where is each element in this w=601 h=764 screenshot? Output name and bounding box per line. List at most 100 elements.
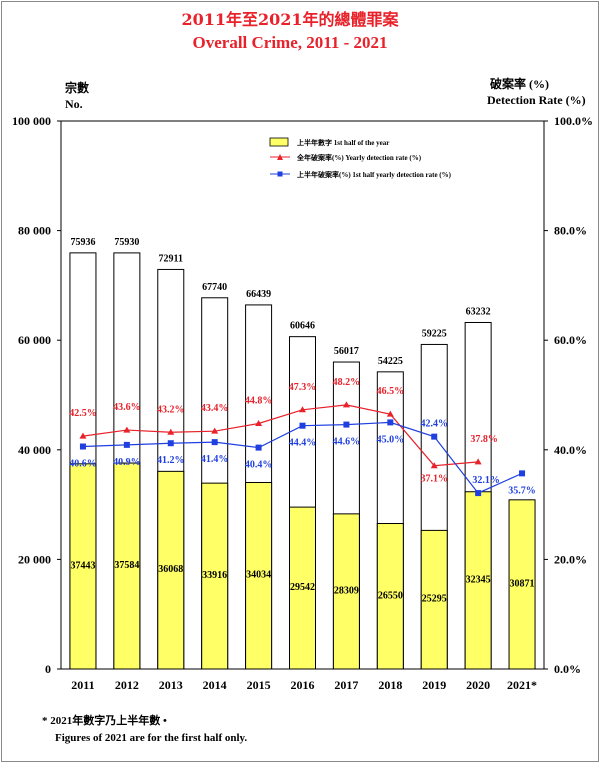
left-axis-title-zh: 宗數 — [65, 80, 89, 95]
label-half-yearly-detection-rate: 42.4% — [420, 419, 448, 430]
point-half-yearly-detection-rate — [475, 490, 482, 497]
bar-first-half — [245, 481, 273, 670]
bar-first-half-label: 29542 — [290, 582, 315, 593]
point-yearly-detection-rate — [342, 401, 350, 408]
left-axis-tick-label: 0 — [45, 662, 51, 676]
x-axis-tick-label: 2012 — [115, 678, 139, 692]
bar-first-half-label: 30871 — [510, 578, 535, 589]
point-yearly-detection-rate — [123, 426, 131, 433]
right-axis-tick-label: 80.0% — [554, 224, 587, 238]
label-half-yearly-detection-rate: 41.4% — [201, 454, 229, 465]
point-half-yearly-detection-rate — [343, 421, 350, 428]
bar-first-half — [157, 470, 185, 670]
x-axis-tick-label: 2021* — [507, 678, 537, 692]
bar-full-year-label: 75930 — [114, 237, 139, 248]
x-axis-tick-label: 2014 — [203, 678, 227, 692]
bar-full-year-label: 59225 — [422, 328, 447, 339]
label-yearly-detection-rate: 47.3% — [289, 382, 317, 393]
right-axis-tick-label: 20.0% — [554, 552, 587, 566]
label-half-yearly-detection-rate: 32.1% — [472, 475, 500, 486]
left-axis-tick-label: 40 000 — [18, 443, 51, 457]
label-half-yearly-detection-rate: 45.0% — [377, 434, 405, 445]
point-yearly-detection-rate — [79, 432, 87, 439]
legend-label-half-rate: 上半年破案率(%) 1st half yearly detection rate… — [297, 170, 452, 179]
label-half-yearly-detection-rate: 44.6% — [333, 437, 361, 448]
bar-full-year-label: 67740 — [202, 282, 227, 293]
bar-first-half — [376, 523, 404, 670]
chart-subtitle: Overall Crime, 2011 - 2021 — [193, 33, 388, 52]
point-half-yearly-detection-rate — [255, 444, 262, 451]
label-half-yearly-detection-rate: 41.2% — [157, 455, 185, 466]
point-half-yearly-detection-rate — [519, 470, 526, 477]
label-yearly-detection-rate: 43.4% — [201, 403, 229, 414]
right-axis-tick-label: 100.0% — [554, 114, 593, 128]
label-half-yearly-detection-rate: 35.7% — [508, 485, 536, 496]
label-yearly-detection-rate: 42.5% — [69, 408, 97, 419]
point-yearly-detection-rate — [299, 406, 306, 413]
bar-first-half-label: 28309 — [334, 585, 359, 596]
bar-first-half — [201, 482, 229, 670]
bar-full-year-label: 56017 — [334, 346, 359, 357]
bar-full-year-label: 72911 — [159, 253, 183, 264]
bar-first-half — [69, 463, 97, 670]
point-half-yearly-detection-rate — [79, 443, 86, 450]
chart-title: 2011年至2021年的總體罪案 — [181, 10, 399, 29]
label-yearly-detection-rate: 46.5% — [377, 386, 405, 397]
bar-full-year-label: 54225 — [378, 356, 403, 367]
right-axis-tick-label: 60.0% — [554, 333, 587, 347]
legend-label-yearly-rate: 全年破案率(%) Yearly detection rate (%) — [296, 153, 422, 162]
point-half-yearly-detection-rate — [431, 433, 438, 440]
left-axis-title-en: No. — [65, 97, 83, 111]
point-half-yearly-detection-rate — [211, 439, 218, 446]
label-yearly-detection-rate: 43.6% — [113, 402, 141, 413]
x-axis-tick-label: 2011 — [71, 678, 94, 692]
footnote-line-2: Figures of 2021 are for the first half o… — [55, 732, 247, 744]
point-half-yearly-detection-rate — [167, 440, 174, 447]
x-axis-tick-label: 2018 — [378, 678, 402, 692]
left-axis-tick-label: 100 000 — [12, 114, 51, 128]
x-axis-tick-label: 2015 — [247, 678, 271, 692]
label-half-yearly-detection-rate: 44.4% — [289, 438, 317, 449]
x-axis-tick-label: 2020 — [466, 678, 490, 692]
legend: 上半年數字 1st half of the year 全年破案率(%) Year… — [269, 137, 452, 179]
legend-marker-yearly-rate — [277, 154, 283, 160]
label-yearly-detection-rate: 48.2% — [333, 377, 361, 388]
bar-first-half-label: 32345 — [466, 574, 491, 585]
x-axis-tick-label: 2019 — [422, 678, 446, 692]
point-yearly-detection-rate — [255, 419, 263, 426]
label-half-yearly-detection-rate: 40.6% — [69, 459, 97, 470]
point-yearly-detection-rate — [386, 410, 394, 417]
point-half-yearly-detection-rate — [387, 419, 394, 426]
label-yearly-detection-rate: 37.1% — [420, 474, 448, 485]
point-half-yearly-detection-rate — [299, 422, 306, 429]
line-yearly-detection-rate — [82, 404, 479, 467]
left-axis-tick-label: 80 000 — [18, 224, 51, 238]
bar-full-year-label: 75936 — [70, 237, 95, 248]
label-yearly-detection-rate: 44.8% — [245, 395, 273, 406]
bar-first-half-label: 26550 — [378, 590, 403, 601]
point-yearly-detection-rate — [167, 428, 175, 435]
point-yearly-detection-rate — [211, 427, 219, 434]
label-yearly-detection-rate: 37.8% — [470, 434, 498, 445]
x-axis-tick-label: 2013 — [159, 678, 183, 692]
point-yearly-detection-rate — [430, 462, 438, 469]
bar-full-year-label: 66439 — [246, 289, 271, 300]
label-half-yearly-detection-rate: 40.4% — [245, 460, 273, 471]
bar-first-half — [420, 529, 448, 670]
bar-first-half-label: 33916 — [202, 570, 227, 581]
point-half-yearly-detection-rate — [123, 441, 130, 448]
legend-swatch-first-half — [269, 137, 289, 147]
legend-label-first-half: 上半年數字 1st half of the year — [297, 138, 389, 147]
right-axis-title-zh: 破案率 (%) — [490, 76, 549, 91]
bar-full-year-label: 63232 — [466, 306, 491, 317]
bar-first-half — [464, 491, 492, 670]
label-yearly-detection-rate: 43.2% — [157, 404, 185, 415]
bar-first-half-label: 34034 — [246, 570, 271, 581]
right-axis-tick-label: 0.0% — [554, 662, 581, 676]
bar-first-half-label: 37584 — [114, 560, 139, 571]
bar-first-half — [332, 513, 360, 670]
bar-first-half-label: 37443 — [70, 560, 95, 571]
point-yearly-detection-rate — [474, 458, 482, 465]
